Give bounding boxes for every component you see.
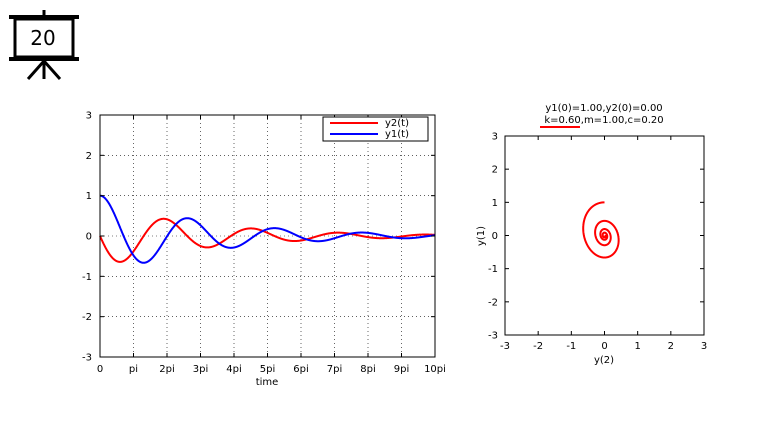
presentation-board-icon xyxy=(9,10,79,80)
legend-label-y2: y2(t) xyxy=(385,118,409,129)
x-tick-label: 7pi xyxy=(327,364,343,375)
plot-frame xyxy=(504,135,705,336)
y-tick-label: 3 xyxy=(86,111,92,122)
series-line-y1 xyxy=(100,194,436,264)
y-tick-label: 0 xyxy=(492,231,498,242)
ticks: 0 pi 2pi 3pi 4pi 5pi 6pi 7pi 8pi 9pi 10pi -3 -2 -1 0 1 2… xyxy=(82,111,446,376)
grid xyxy=(100,115,435,357)
ticks: -3 -2 -1 0 1 2 3 -3 -2 -1 0 1 2 3 xyxy=(488,132,707,353)
x-tick-label: -1 xyxy=(566,341,576,352)
x-axis-label: time xyxy=(256,377,279,388)
x-tick-label: 8pi xyxy=(360,364,376,375)
y-tick-label: -2 xyxy=(488,297,498,308)
x-tick-label: 5pi xyxy=(260,364,276,375)
x-tick-label: 2 xyxy=(668,341,674,352)
x-tick-label: 4pi xyxy=(226,364,242,375)
y-tick-label: -2 xyxy=(82,312,92,323)
x-tick-label: pi xyxy=(129,364,138,375)
y-tick-label: 0 xyxy=(86,232,92,243)
x-axis-label: y(2) xyxy=(594,355,614,366)
series-lines xyxy=(99,194,436,264)
x-tick-label: 2pi xyxy=(159,364,175,375)
slide-number: 20 xyxy=(30,26,56,50)
legend: y2(t) y1(t) xyxy=(322,116,429,142)
series-line-y2 xyxy=(99,217,436,263)
y-tick-label: -1 xyxy=(82,272,92,283)
x-tick-label: 10pi xyxy=(424,364,446,375)
x-tick-label: 1 xyxy=(634,341,640,352)
y-tick-label: 1 xyxy=(492,198,498,209)
series-lines xyxy=(582,201,620,259)
y-tick-label: 2 xyxy=(86,151,92,162)
phase-trajectory xyxy=(582,201,620,259)
legend-label-y1: y1(t) xyxy=(385,129,409,140)
y-tick-label: 2 xyxy=(492,165,498,176)
chart-title-line-2: k=0.60,m=1.00,c=0.20 xyxy=(544,115,663,126)
legend-box xyxy=(322,116,429,142)
x-tick-label: -2 xyxy=(533,341,543,352)
x-tick-label: -3 xyxy=(500,341,510,352)
x-tick-label: 3pi xyxy=(193,364,209,375)
chart-title-line-1: y1(0)=1.00,y2(0)=0.00 xyxy=(545,103,662,114)
x-tick-label: 9pi xyxy=(394,364,410,375)
y-tick-label: -3 xyxy=(82,353,92,364)
y-tick-label: -3 xyxy=(488,331,498,342)
x-tick-label: 0 xyxy=(97,364,103,375)
y-tick-label: 1 xyxy=(86,191,92,202)
y-axis-label: y(1) xyxy=(476,226,487,246)
x-tick-label: 0 xyxy=(601,341,607,352)
x-tick-label: 3 xyxy=(701,341,707,352)
y-tick-label: -1 xyxy=(488,264,498,275)
y-tick-label: 3 xyxy=(492,132,498,143)
x-tick-label: 6pi xyxy=(293,364,309,375)
